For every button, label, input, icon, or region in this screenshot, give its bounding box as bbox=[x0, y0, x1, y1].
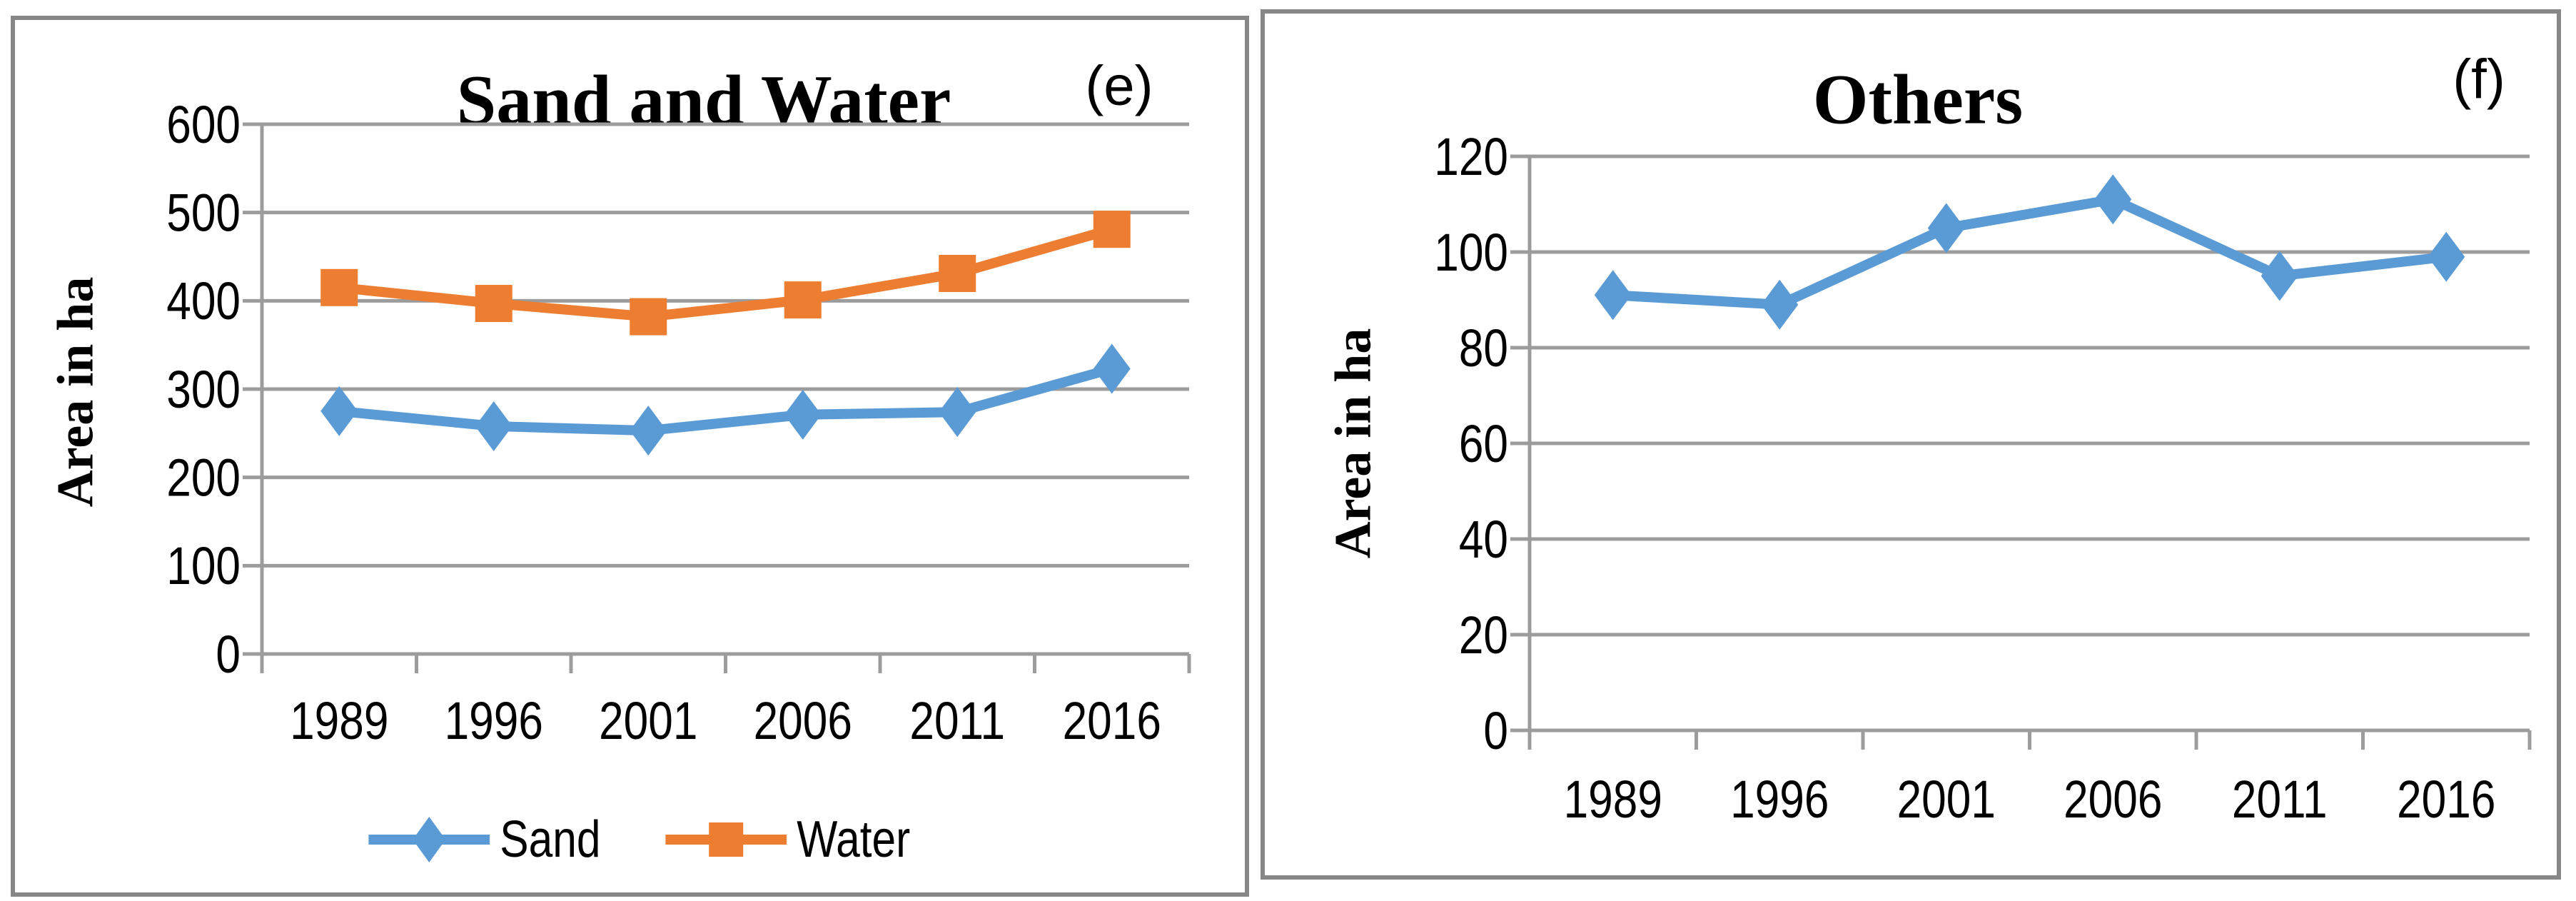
marker-diamond bbox=[1927, 203, 1965, 253]
x-tick-label: 2006 bbox=[754, 692, 852, 750]
plot-area: 0 100 200 300 400 500 600 1989 1996 2001 2006 2011 2… bbox=[166, 96, 1191, 750]
x-tick-label: 2001 bbox=[599, 692, 697, 750]
x-tick-label: 2006 bbox=[2064, 770, 2162, 829]
y-tick-label: 100 bbox=[1434, 223, 1508, 282]
series-line-others bbox=[1612, 194, 2448, 310]
chart-title: Sand and Water bbox=[456, 60, 951, 140]
y-tick-label: 100 bbox=[166, 537, 241, 595]
legend-label: Water bbox=[797, 811, 911, 868]
legend-label: Sand bbox=[500, 811, 601, 868]
x-tick-label: 1989 bbox=[1564, 770, 1662, 829]
marker-diamond bbox=[475, 401, 512, 451]
y-tick-label: 600 bbox=[166, 96, 241, 154]
y-tick-label: 20 bbox=[1459, 606, 1508, 665]
marker-diamond bbox=[413, 817, 446, 862]
y-tick-label: 60 bbox=[1459, 415, 1508, 473]
x-tick-label: 2016 bbox=[2397, 770, 2495, 829]
series-line-sand bbox=[338, 363, 1113, 436]
y-tick-label: 120 bbox=[1434, 128, 1508, 186]
marker-square bbox=[320, 268, 358, 306]
legend-key-diamond-icon bbox=[368, 817, 490, 862]
marker-square bbox=[939, 254, 976, 292]
series-line-water bbox=[338, 224, 1113, 322]
chart-panel-sand-water: Sand and Water (e) Area in ha 0 100 200 300… bbox=[11, 16, 1249, 897]
marker-diamond bbox=[1761, 279, 1799, 330]
chart-panel-others: Others (f) Area in ha 0 20 40 60 80 100 120 198… bbox=[1261, 9, 2561, 880]
y-tick-label: 400 bbox=[166, 272, 241, 331]
marker-diamond bbox=[320, 386, 358, 436]
marker-diamond bbox=[939, 387, 976, 438]
plot-area: 0 20 40 60 80 100 120 1989 1996 2001 2006 2011 2016 bbox=[1434, 128, 2532, 829]
y-tick-label: 300 bbox=[166, 361, 241, 419]
marker-diamond bbox=[2094, 174, 2132, 225]
legend: Sand Water bbox=[368, 810, 932, 869]
x-tick-label: 2011 bbox=[909, 692, 1005, 750]
marker-square bbox=[475, 285, 512, 323]
x-tick-label: 2016 bbox=[1063, 692, 1161, 750]
marker-diamond bbox=[2428, 231, 2465, 282]
marker-diamond bbox=[1594, 270, 1632, 321]
y-tick-label: 200 bbox=[166, 449, 241, 508]
x-tick-label: 1996 bbox=[445, 692, 543, 750]
y-tick-label: 40 bbox=[1459, 510, 1508, 569]
y-tick-label: 0 bbox=[1483, 702, 1508, 760]
x-tick-label: 1989 bbox=[290, 692, 388, 750]
marker-square bbox=[630, 298, 667, 336]
panel-letter: (f) bbox=[2453, 47, 2505, 111]
chart-title: Others bbox=[1812, 59, 2024, 139]
marker-diamond bbox=[2261, 251, 2298, 301]
marker-square bbox=[1093, 211, 1131, 248]
y-tick-label: 80 bbox=[1459, 319, 1508, 378]
marker-diamond bbox=[1093, 343, 1131, 394]
marker-diamond bbox=[630, 406, 667, 456]
legend-item-sand: Sand bbox=[368, 810, 620, 869]
legend-item-water: Water bbox=[665, 810, 931, 869]
panel-letter: (e) bbox=[1085, 54, 1153, 117]
marker-square bbox=[784, 281, 822, 319]
x-tick-label: 2001 bbox=[1897, 770, 1996, 829]
y-tick-label: 0 bbox=[216, 625, 241, 684]
legend-key-square-icon bbox=[665, 822, 787, 857]
x-tick-label: 2011 bbox=[2232, 770, 2328, 829]
y-tick-label: 500 bbox=[166, 184, 241, 243]
marker-diamond bbox=[784, 389, 822, 440]
x-tick-label: 1996 bbox=[1730, 770, 1829, 829]
marker-square bbox=[709, 822, 744, 857]
